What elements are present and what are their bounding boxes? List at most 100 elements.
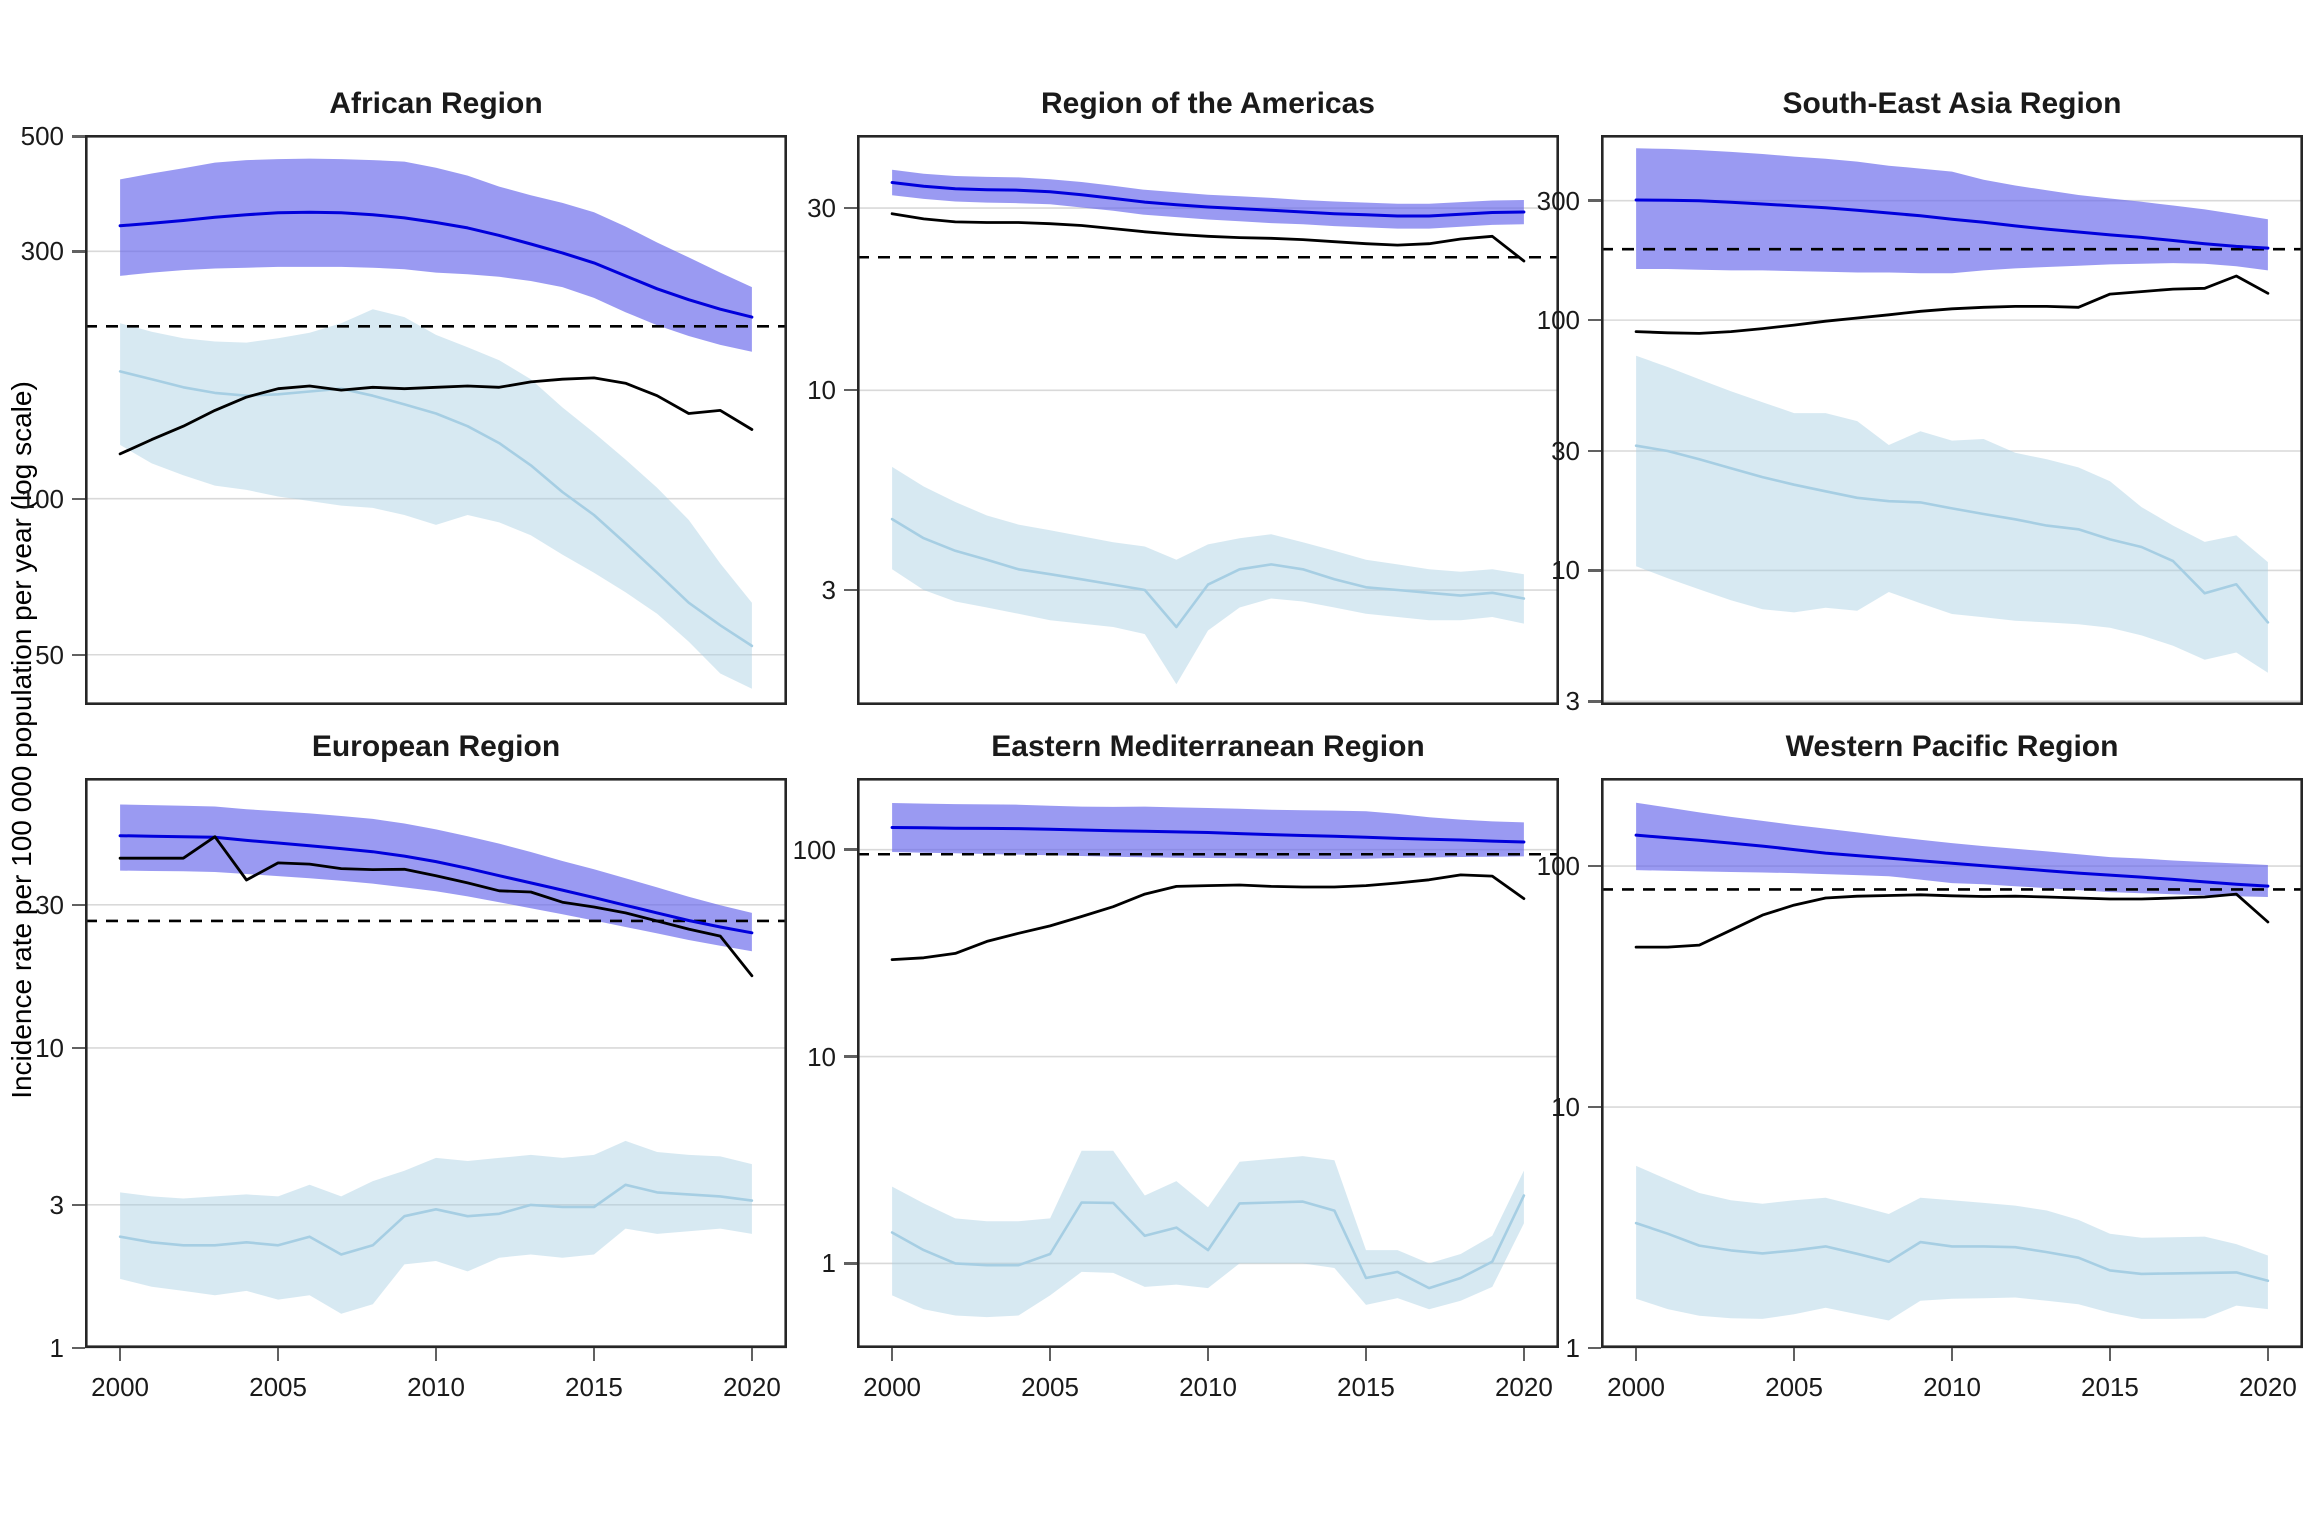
x-tick-label: 2015 xyxy=(1337,1372,1395,1402)
blue-ribbon xyxy=(1636,802,2268,897)
x-tick-label: 2020 xyxy=(2238,1372,2297,1402)
y-tick-mark xyxy=(844,1262,857,1265)
x-tick-label: 2020 xyxy=(722,1372,781,1402)
light-blue-line xyxy=(1634,444,2270,624)
y-tick-label: 30 xyxy=(35,889,64,920)
y-tick-label: 50 xyxy=(35,639,64,670)
black-line xyxy=(1634,892,2270,949)
x-tick-mark xyxy=(890,1348,894,1361)
x-tick-label: 2005 xyxy=(1021,1372,1079,1402)
x-tick-mark xyxy=(2266,1348,2270,1361)
x-tick-mark xyxy=(1634,1348,1638,1361)
y-tick-mark xyxy=(72,1046,85,1050)
y-tick-label: 500 xyxy=(20,121,64,152)
y-tick-mark xyxy=(72,250,85,253)
y-tick-label: 100 xyxy=(1536,851,1580,882)
y-tick-label: 1 xyxy=(1565,1333,1580,1363)
plot-area xyxy=(856,134,1560,706)
x-tick-label: 2020 xyxy=(1494,1372,1553,1402)
x-tick-mark xyxy=(592,1348,596,1361)
y-tick-label: 300 xyxy=(1536,185,1580,216)
x-tick-label: 2005 xyxy=(1765,1372,1823,1402)
black-line xyxy=(1634,274,2270,335)
y-tick-label: 10 xyxy=(807,375,836,406)
y-tick-label: 10 xyxy=(807,1041,836,1072)
x-tick-label: 2005 xyxy=(249,1372,307,1402)
y-tick-mark xyxy=(1588,864,1601,868)
light-blue-line xyxy=(118,370,754,648)
blue-ribbon xyxy=(1636,148,2268,274)
y-tick-label: 10 xyxy=(1551,555,1580,586)
y-tick-mark xyxy=(1588,449,1601,453)
y-tick-mark xyxy=(72,1203,85,1207)
x-tick-mark xyxy=(1792,1348,1796,1361)
blue-ribbon xyxy=(120,158,752,352)
panel-title: South-East Asia Region xyxy=(1782,87,2122,120)
y-tick-mark xyxy=(72,135,85,138)
x-tick-mark xyxy=(1048,1348,1052,1361)
y-tick-mark xyxy=(72,653,85,656)
plot-area xyxy=(856,777,1560,1349)
y-tick-mark xyxy=(844,206,857,210)
x-tick-label: 2000 xyxy=(863,1372,922,1402)
plot-area xyxy=(1600,134,2304,706)
panel-title: Western Pacific Region xyxy=(1785,730,2119,763)
x-tick-mark xyxy=(276,1348,280,1361)
y-tick-label: 1 xyxy=(49,1333,64,1363)
y-tick-mark xyxy=(844,1055,857,1058)
light-blue-line xyxy=(1634,1221,2270,1283)
panel-title: Eastern Mediterranean Region xyxy=(991,730,1425,763)
y-tick-label: 3 xyxy=(821,575,836,606)
y-tick-label: 30 xyxy=(807,193,836,224)
y-tick-mark xyxy=(844,848,857,851)
blue-ribbon xyxy=(120,804,752,952)
y-tick-mark xyxy=(1588,569,1601,572)
y-tick-mark xyxy=(1588,700,1601,703)
y-tick-label: 10 xyxy=(35,1032,64,1063)
x-tick-label: 2015 xyxy=(565,1372,623,1402)
y-tick-label: 30 xyxy=(1551,436,1580,466)
y-tick-mark xyxy=(844,588,857,592)
panel-border xyxy=(84,777,788,1349)
y-tick-mark xyxy=(72,497,85,500)
y-tick-label: 10 xyxy=(1551,1092,1580,1123)
black-line xyxy=(890,212,1526,263)
light-blue-line xyxy=(118,1183,754,1256)
light-blue-ribbon xyxy=(1636,355,2268,673)
blue-line xyxy=(118,834,754,935)
panel-border xyxy=(856,777,1560,1349)
y-tick-label: 100 xyxy=(1536,305,1580,336)
panel-border xyxy=(1600,777,2304,1349)
x-tick-mark xyxy=(434,1348,438,1361)
x-tick-label: 2010 xyxy=(1923,1372,1981,1402)
plot-area xyxy=(84,134,788,706)
x-tick-mark xyxy=(1950,1348,1954,1361)
x-tick-label: 2000 xyxy=(1607,1372,1666,1402)
x-tick-label: 2010 xyxy=(407,1372,465,1402)
x-tick-mark xyxy=(1522,1348,1526,1361)
y-tick-label: 100 xyxy=(792,834,836,865)
light-blue-line xyxy=(890,1194,1526,1290)
y-tick-label: 300 xyxy=(20,236,64,267)
blue-line xyxy=(890,826,1526,844)
x-tick-label: 2000 xyxy=(91,1372,150,1402)
x-tick-label: 2010 xyxy=(1179,1372,1237,1402)
x-tick-mark xyxy=(2108,1348,2112,1361)
light-blue-ribbon xyxy=(892,1150,1524,1318)
light-blue-ribbon xyxy=(120,309,752,689)
y-tick-mark xyxy=(72,1346,85,1350)
light-blue-ribbon xyxy=(120,1140,752,1314)
panel-title: European Region xyxy=(311,730,561,763)
x-tick-mark xyxy=(118,1348,122,1361)
light-blue-ribbon xyxy=(892,466,1524,685)
blue-line xyxy=(118,210,754,319)
y-tick-label: 3 xyxy=(1565,686,1580,717)
y-tick-mark xyxy=(1588,1346,1601,1350)
black-line xyxy=(118,835,754,978)
blue-ribbon xyxy=(892,169,1524,229)
y-tick-mark xyxy=(1588,318,1601,322)
x-tick-mark xyxy=(1364,1348,1368,1361)
plot-area xyxy=(1600,777,2304,1349)
y-tick-mark xyxy=(1588,199,1601,202)
black-line xyxy=(890,873,1526,962)
